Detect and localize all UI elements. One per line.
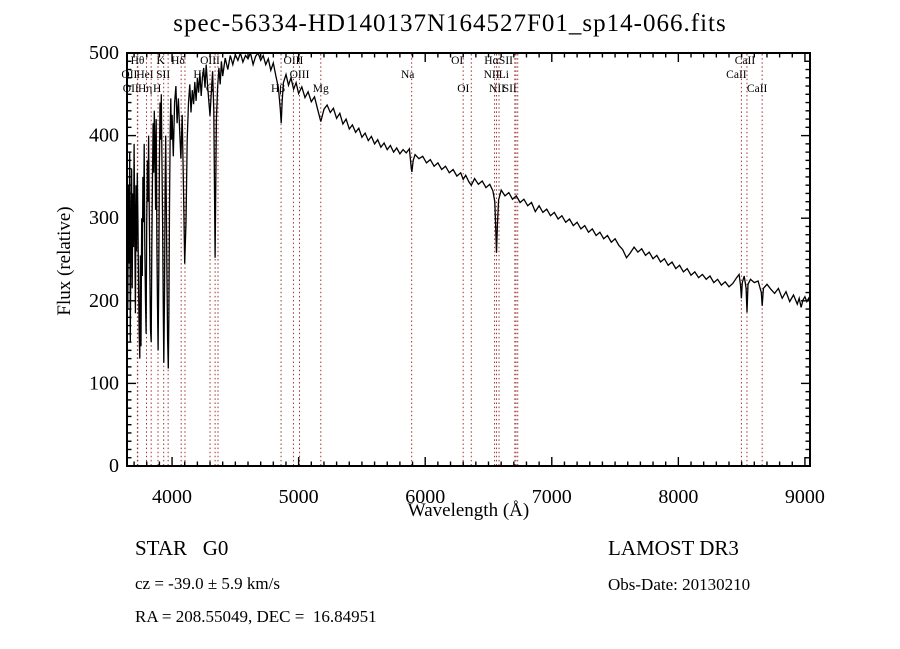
object-class-label: STAR G0: [135, 536, 229, 560]
spectral-line-label: H: [153, 83, 161, 95]
spectral-line-label: Hβ: [271, 83, 285, 95]
x-tick-label: 8000: [658, 486, 698, 508]
spectral-line-label: CaII: [747, 83, 768, 95]
spectral-line-label: OIII: [290, 69, 310, 81]
spectral-line-label: OI: [457, 83, 469, 95]
obs-date-value: Obs-Date: 20130210: [608, 575, 751, 594]
ra-dec-value: RA = 208.55049, DEC = 16.84951: [135, 607, 377, 626]
spectral-line-label: NII: [489, 83, 505, 95]
spectral-line-label: OI: [451, 55, 463, 67]
spectral-line-label: OII: [123, 83, 139, 95]
y-tick-label: 0: [109, 455, 119, 477]
y-tick-label: 500: [89, 42, 119, 64]
spectral-line-label: K: [157, 55, 166, 67]
plot-title: spec-56334-HD140137N164527F01_sp14-066.f…: [173, 10, 727, 37]
spectral-line-label: SII: [156, 69, 170, 81]
spectral-line-label: NII: [484, 69, 500, 81]
x-tick-label: 6000: [405, 486, 445, 508]
y-axis-label: Flux (relative): [54, 206, 75, 316]
x-tick-label: 7000: [532, 486, 572, 508]
spectral-line-label: CaII: [735, 55, 756, 67]
spectrum-curve: [127, 53, 810, 369]
x-tick-label: 5000: [279, 486, 319, 508]
spectral-line-label: CaII: [726, 69, 747, 81]
x-tick-label: 4000: [152, 486, 192, 508]
spectral-line-label: SII: [499, 55, 513, 67]
spectral-line-label: G: [206, 83, 214, 95]
spectral-line-label: SII: [503, 83, 517, 95]
spectral-line-label: Mg: [313, 83, 329, 95]
x-tick-label: 9000: [785, 486, 825, 508]
spectral-line-label: HeI: [136, 69, 153, 81]
y-tick-label: 300: [89, 207, 119, 229]
spectral-line-label: Hδ: [171, 55, 185, 67]
y-tick-label: 200: [89, 290, 119, 312]
spectral-line-label: Li: [499, 69, 509, 81]
spectral-line-label: OIII: [200, 55, 220, 67]
spectral-line-label: Hγ: [193, 69, 206, 81]
spectral-line-label: Hη: [138, 83, 152, 95]
plot-frame: [126, 52, 811, 467]
x-axis-label: Wavelength (Å): [407, 500, 530, 521]
survey-label: LAMOST DR3: [608, 536, 739, 560]
cz-value: cz = -39.0 ± 5.9 km/s: [135, 574, 280, 593]
spectral-line-label: Hθ: [131, 55, 145, 67]
spectral-line-label: OIII: [284, 55, 304, 67]
spectral-line-label: OII: [121, 69, 137, 81]
spectral-line-label: Hα: [484, 55, 498, 67]
spectral-line-label: Na: [401, 69, 414, 81]
y-tick-label: 400: [89, 125, 119, 147]
y-tick-label: 100: [89, 372, 119, 394]
